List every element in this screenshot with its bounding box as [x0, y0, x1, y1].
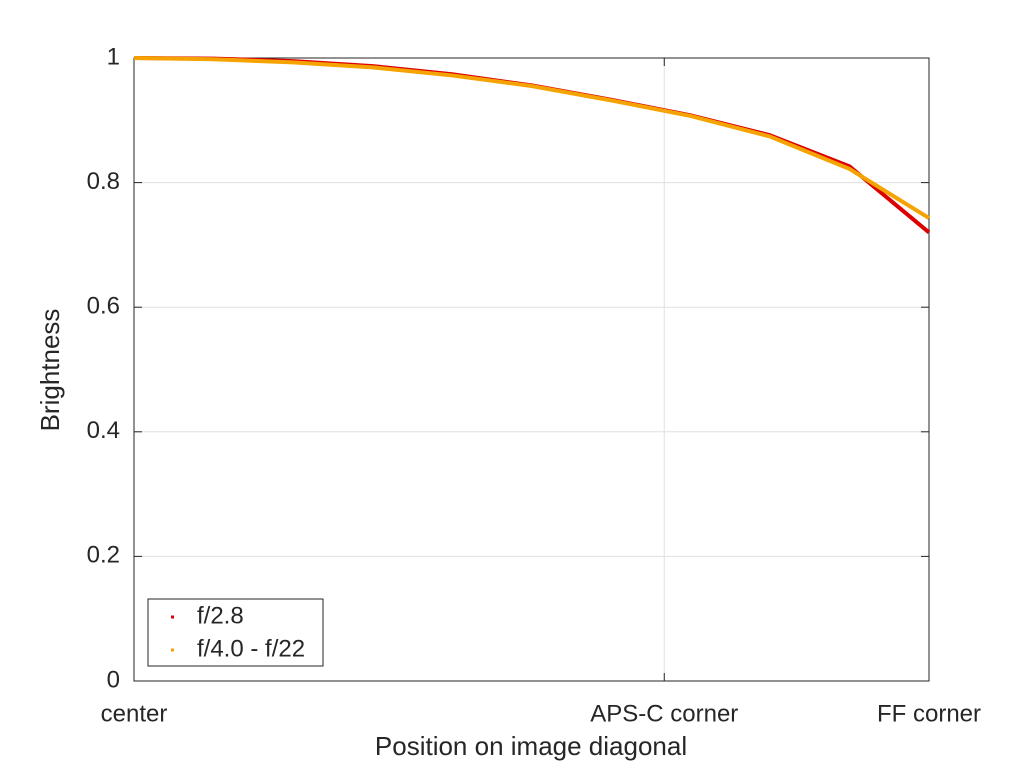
- x-tick-label: center: [101, 700, 168, 727]
- y-tick-label: 0.4: [87, 417, 120, 444]
- legend-marker: [171, 615, 174, 619]
- legend-label: f/2.8: [197, 602, 244, 629]
- legend-box: [147, 598, 324, 667]
- x-axis-label: Position on image diagonal: [375, 731, 687, 761]
- plot-frame: [133, 57, 930, 682]
- x-tick-label: APS-C corner: [590, 700, 738, 727]
- y-tick-label: 0.2: [87, 542, 120, 569]
- y-tick-label: 0.6: [87, 293, 120, 320]
- legend-marker: [171, 648, 174, 652]
- y-tick-label: 1: [107, 43, 120, 70]
- y-axis-label: Brightness: [35, 309, 65, 432]
- x-tick-label: FF corner: [877, 700, 981, 727]
- legend-label: f/4.0 - f/22: [197, 635, 305, 662]
- y-tick-label: 0.8: [87, 168, 120, 195]
- y-tick-label: 0: [107, 666, 120, 693]
- series-line: [133, 56, 931, 220]
